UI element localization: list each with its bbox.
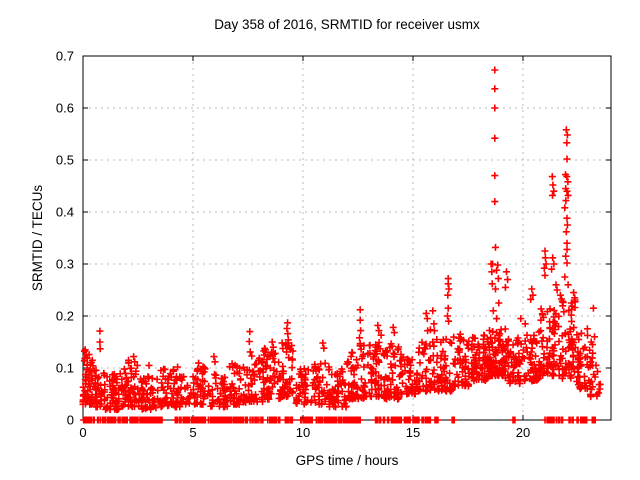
y-tick-label: 0.2 [56, 309, 74, 324]
y-tick-label: 0.1 [56, 361, 74, 376]
tick-labels: 0 5 10 15 20 0 0.1 0.2 0.3 0.4 0.5 0.6 0.7 [56, 49, 530, 441]
y-tick-label: 0.4 [56, 205, 74, 220]
data-points-plus-markers [79, 66, 604, 424]
y-axis-label: SRMTID / TECUs [30, 185, 45, 292]
chart-title: Day 358 of 2016, SRMTID for receiver usm… [214, 17, 480, 32]
grid-lines [83, 56, 611, 420]
y-tick-label: 0.3 [56, 257, 74, 272]
y-tick-label: 0.7 [56, 49, 74, 64]
x-tick-label: 10 [296, 425, 310, 440]
x-axis-label: GPS time / hours [296, 453, 399, 468]
y-tick-label: 0 [67, 413, 74, 428]
x-tick-label: 15 [406, 425, 420, 440]
x-tick-label: 20 [516, 425, 530, 440]
y-tick-label: 0.6 [56, 101, 74, 116]
y-tick-label: 0.5 [56, 153, 74, 168]
x-tick-label: 0 [79, 425, 86, 440]
x-tick-label: 5 [189, 425, 196, 440]
